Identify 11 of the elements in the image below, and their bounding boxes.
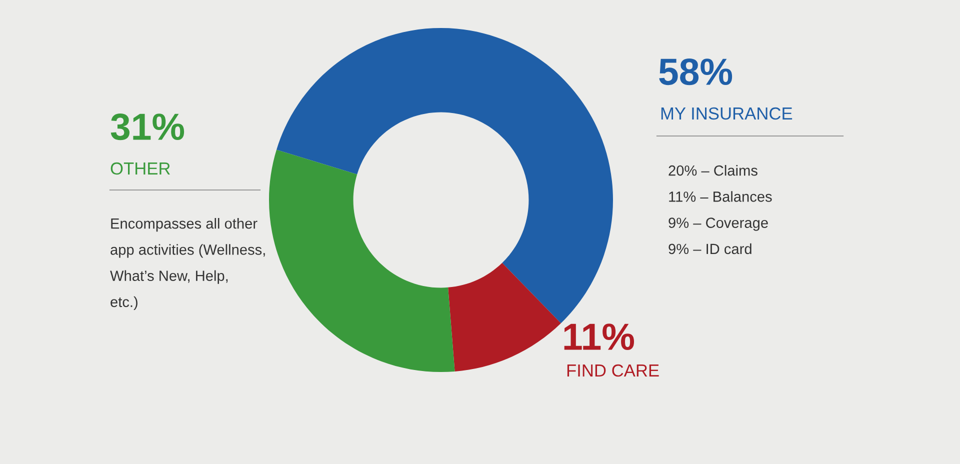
donut-slice xyxy=(448,262,561,372)
donut-slice xyxy=(276,28,613,324)
slice-label: FIND CARE xyxy=(567,364,659,377)
data-label: 31% xyxy=(110,114,184,140)
data-label: 11% xyxy=(564,324,634,350)
text: 20% – Claims 11% – Balances 9% – Coverage 9% – ID card xyxy=(668,165,772,254)
slice-label: OTHER xyxy=(110,162,170,175)
data-label: 58% xyxy=(659,58,732,86)
slice-label: MY INSURANCE xyxy=(661,107,792,120)
donut-slice xyxy=(269,150,455,372)
text: Encompasses all other app activities (Wellness, What’s New, Help, etc.) xyxy=(110,218,265,310)
